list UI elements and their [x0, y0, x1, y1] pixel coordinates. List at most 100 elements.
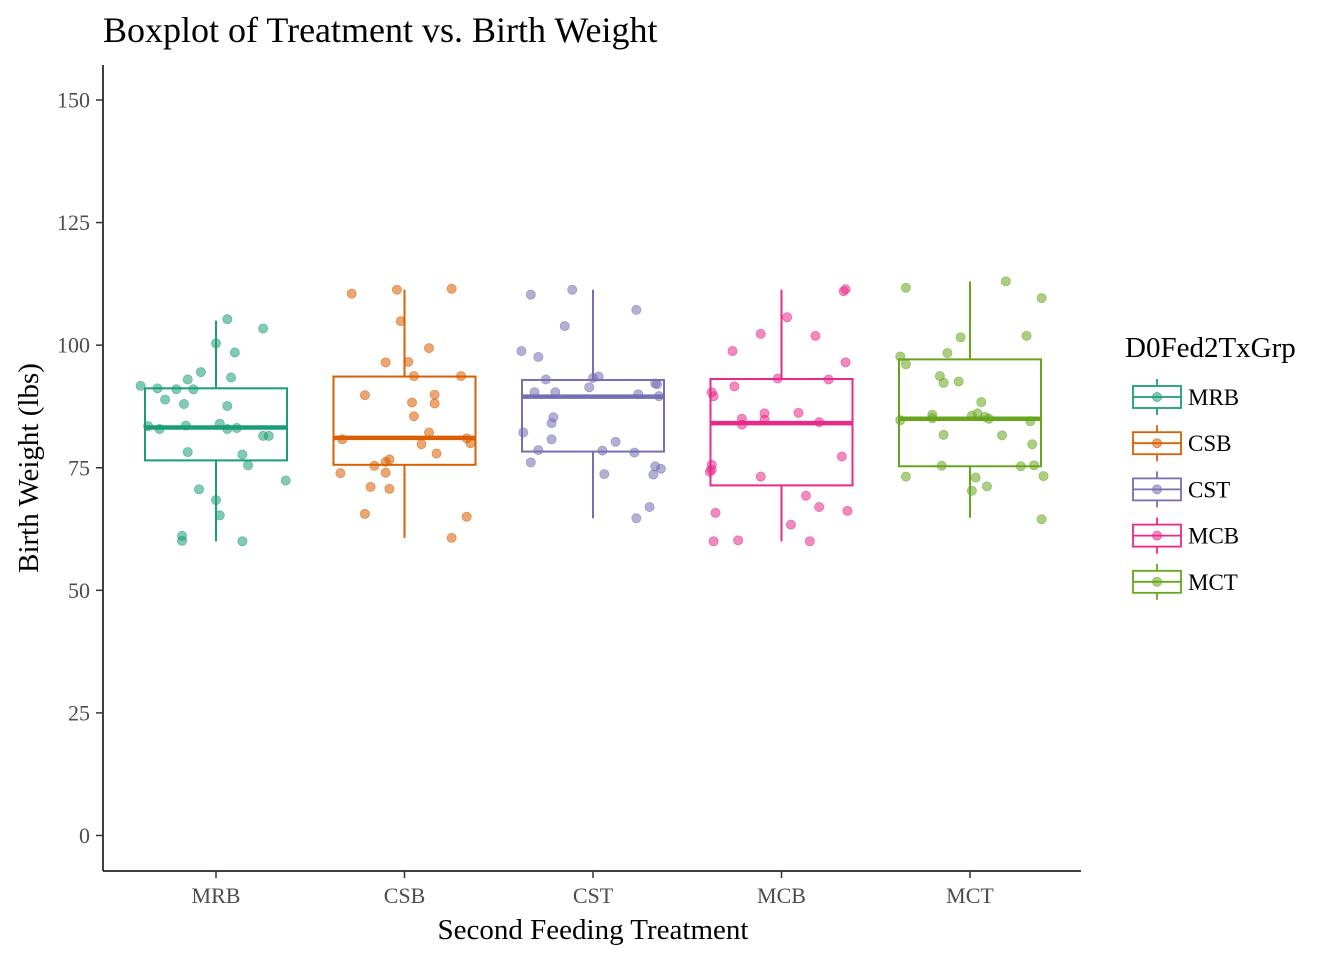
- data-point: [177, 535, 188, 546]
- legend-key-point: [1152, 530, 1162, 541]
- legend-key-point: [1152, 576, 1162, 587]
- data-point: [976, 397, 987, 408]
- data-point: [936, 460, 947, 471]
- data-point: [384, 483, 395, 494]
- data-point: [424, 427, 435, 438]
- data-point: [938, 429, 949, 440]
- data-point: [525, 457, 536, 468]
- data-point: [180, 420, 191, 431]
- data-point: [927, 413, 938, 424]
- data-point: [546, 418, 557, 429]
- data-point: [550, 387, 561, 398]
- data-point: [970, 472, 981, 483]
- data-point: [631, 513, 642, 524]
- x-tick-label: CSB: [384, 883, 426, 908]
- data-point: [456, 371, 467, 382]
- data-point: [840, 357, 851, 368]
- box: [898, 358, 1042, 468]
- data-point: [567, 284, 578, 295]
- data-point: [772, 373, 783, 384]
- data-point: [793, 407, 804, 418]
- legend-label: MCB: [1188, 524, 1239, 549]
- data-point: [408, 371, 419, 382]
- data-point: [1029, 460, 1040, 471]
- data-point: [403, 356, 414, 367]
- data-point: [335, 468, 346, 479]
- legend-label: CSB: [1188, 431, 1231, 456]
- data-point: [263, 430, 274, 441]
- data-point: [1038, 471, 1049, 482]
- legend-key-point: [1152, 438, 1162, 449]
- data-point: [736, 419, 747, 430]
- data-point: [733, 535, 744, 546]
- data-point: [755, 328, 766, 339]
- data-point: [955, 332, 966, 343]
- data-point: [529, 387, 540, 398]
- data-point: [546, 434, 557, 445]
- y-axis: 0 25 50 75 100 125 150: [57, 65, 104, 871]
- data-point: [540, 374, 551, 385]
- data-point: [629, 447, 640, 458]
- y-tick-label: 50: [68, 578, 90, 603]
- data-point: [154, 424, 165, 435]
- data-point: [814, 501, 825, 512]
- y-axis-title: Birth Weight (lbs): [13, 363, 45, 573]
- box-group-csb: [332, 283, 477, 543]
- data-point: [258, 323, 269, 334]
- data-point: [160, 394, 171, 405]
- data-point: [280, 475, 291, 486]
- data-point: [214, 510, 225, 521]
- data-point: [359, 508, 370, 519]
- data-point: [653, 391, 664, 402]
- data-point: [785, 519, 796, 530]
- box: [332, 375, 477, 466]
- data-point: [182, 447, 193, 458]
- data-point: [633, 389, 644, 400]
- data-point: [391, 284, 402, 295]
- data-point: [631, 304, 642, 315]
- data-point: [810, 330, 821, 341]
- data-point: [655, 463, 666, 474]
- data-point: [966, 410, 977, 421]
- data-point: [593, 371, 604, 382]
- data-point: [408, 411, 419, 422]
- plot-panel: [135, 276, 1049, 547]
- data-point: [152, 383, 163, 394]
- legend-label: MCT: [1188, 570, 1238, 595]
- data-point: [1036, 514, 1047, 525]
- data-point: [195, 367, 206, 378]
- data-point: [143, 421, 154, 432]
- data-point: [407, 397, 418, 408]
- data-point: [461, 511, 472, 522]
- box-group-cst: [516, 284, 666, 524]
- data-point: [359, 390, 370, 401]
- data-point: [895, 415, 906, 426]
- data-point: [380, 467, 391, 478]
- data-point: [804, 536, 815, 547]
- data-point: [446, 532, 457, 543]
- data-point: [840, 284, 851, 295]
- y-tick-label: 100: [57, 333, 90, 358]
- data-point: [942, 348, 953, 359]
- data-point: [644, 501, 655, 512]
- data-point: [365, 481, 376, 492]
- data-point: [706, 387, 717, 398]
- legend-item-csb: CSB: [1132, 425, 1231, 462]
- box-group-mct: [895, 276, 1049, 525]
- data-point: [231, 423, 242, 434]
- data-point: [516, 346, 527, 357]
- x-axis-title: Second Feeding Treatment: [438, 914, 749, 946]
- x-tick-label: MCB: [757, 883, 806, 908]
- data-point: [465, 438, 476, 449]
- data-point: [424, 343, 435, 354]
- data-point: [980, 411, 991, 422]
- chart-title: Boxplot of Treatment vs. Birth Weight: [103, 10, 657, 50]
- data-point: [533, 351, 544, 362]
- y-tick-label: 25: [68, 700, 90, 725]
- data-point: [1015, 461, 1026, 472]
- data-point: [900, 471, 911, 482]
- data-point: [194, 484, 205, 495]
- data-point: [801, 490, 812, 501]
- legend: D0Fed2TxGrp MRB CSB CST MCB MCT: [1125, 332, 1296, 600]
- data-point: [446, 283, 457, 294]
